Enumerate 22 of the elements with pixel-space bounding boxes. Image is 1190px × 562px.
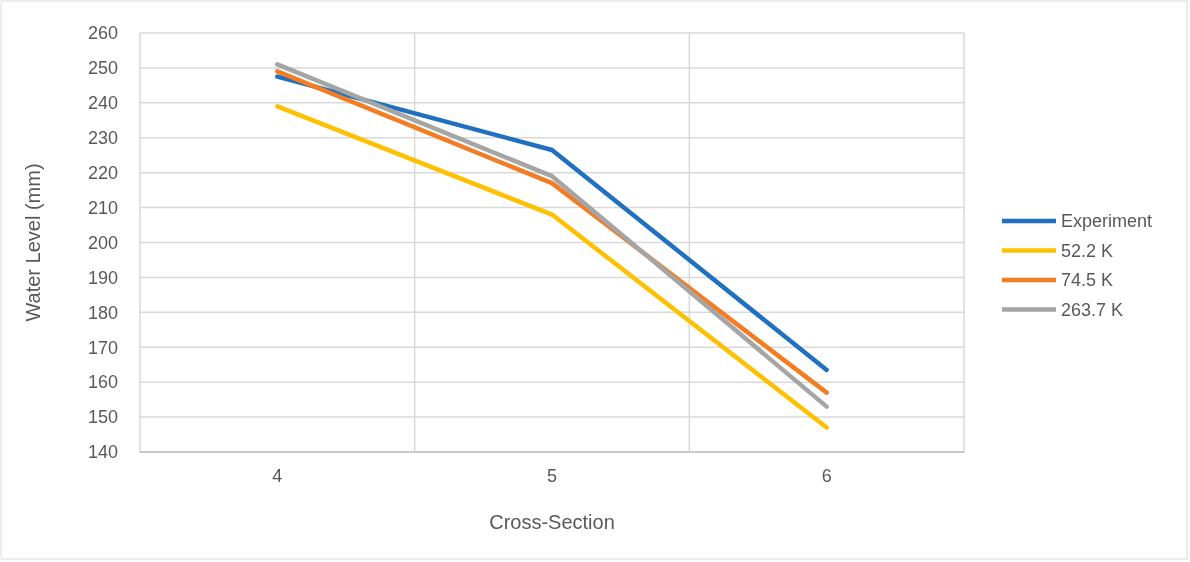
y-tick-label: 230 xyxy=(87,128,118,149)
y-tick-label: 190 xyxy=(87,267,118,288)
y-tick-label: 240 xyxy=(87,93,118,114)
y-tick-label: 210 xyxy=(87,197,118,218)
legend-label: 74.5 K xyxy=(1061,270,1114,291)
y-tick-label: 250 xyxy=(87,58,118,79)
x-tick-label: 4 xyxy=(272,466,283,486)
y-tick-label: 200 xyxy=(87,232,118,253)
x-tick-label: 5 xyxy=(546,466,558,486)
y-tick-label: 140 xyxy=(87,442,118,463)
x-axis-title: Cross-Section xyxy=(489,511,615,533)
y-axis-title: Water Level (mm) xyxy=(22,163,44,322)
y-tick-label: 180 xyxy=(87,302,118,323)
y-tick-label: 160 xyxy=(87,372,118,393)
y-tick-label: 220 xyxy=(87,162,118,183)
x-tick-label: 6 xyxy=(821,466,832,486)
y-tick-label: 170 xyxy=(87,337,118,358)
legend-label: Experiment xyxy=(1061,211,1153,232)
legend-label: 52.2 K xyxy=(1061,240,1114,261)
y-tick-label: 150 xyxy=(87,407,118,428)
y-tick-label: 260 xyxy=(87,23,118,44)
legend-label: 263.7 K xyxy=(1061,299,1124,320)
